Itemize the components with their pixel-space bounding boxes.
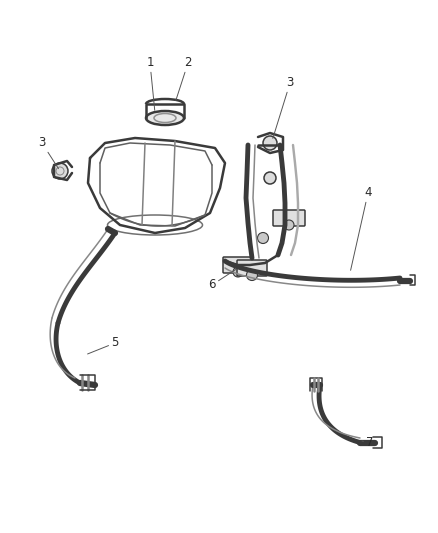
Circle shape [247, 270, 258, 280]
Text: 1: 1 [146, 56, 155, 110]
Text: 5: 5 [88, 336, 119, 354]
Circle shape [233, 267, 243, 277]
Text: 4: 4 [350, 187, 372, 270]
Circle shape [284, 220, 294, 230]
Text: 6: 6 [208, 270, 236, 292]
Circle shape [264, 172, 276, 184]
FancyBboxPatch shape [237, 260, 267, 276]
Text: 3: 3 [273, 77, 294, 139]
FancyBboxPatch shape [273, 210, 305, 226]
Text: 7: 7 [362, 437, 374, 449]
FancyBboxPatch shape [223, 257, 253, 273]
Text: 2: 2 [176, 56, 192, 100]
Circle shape [52, 163, 68, 179]
Ellipse shape [146, 111, 184, 125]
Circle shape [263, 136, 277, 150]
Circle shape [258, 232, 268, 244]
Text: 3: 3 [38, 136, 59, 168]
